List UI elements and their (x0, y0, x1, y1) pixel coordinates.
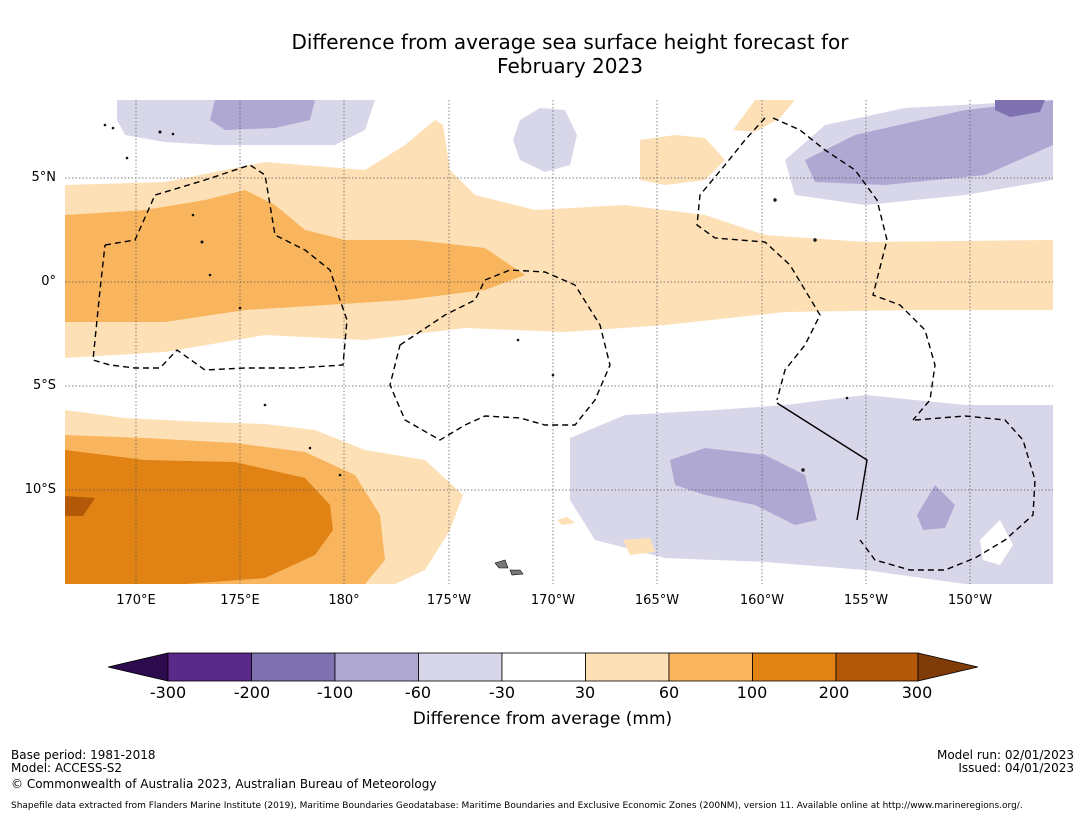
map-panel (65, 100, 1053, 584)
colorbar-tick: 100 (736, 683, 768, 702)
lon-label-175w: 175°W (426, 593, 472, 608)
contour-neg60-north-west (210, 100, 315, 130)
island (516, 338, 520, 342)
colorbar-tick: -30 (488, 683, 516, 702)
island (208, 273, 212, 277)
lon-label-170w: 170°W (530, 593, 576, 608)
lat-label-equator: 0° (41, 274, 56, 289)
colorbar-tick: -200 (233, 683, 271, 702)
colorbar-tick: 200 (818, 683, 850, 702)
contour-pos60-band (65, 190, 525, 322)
island (773, 198, 777, 202)
footer-left: Base period: 1981-2018 Model: ACCESS-S2 (11, 749, 156, 775)
colorbar-tick: -100 (316, 683, 354, 702)
footer-right: Model run: 02/01/2023 Issued: 04/01/2023 (937, 749, 1074, 775)
island (801, 468, 805, 472)
title-line-1: Difference from average sea surface heig… (291, 30, 849, 54)
eez-boundaries (92, 117, 1036, 571)
issued-date: Issued: 04/01/2023 (958, 761, 1074, 775)
colorbar-bin-zero (501, 652, 586, 682)
island (238, 306, 242, 310)
colorbar-bin-pos200 (835, 652, 919, 682)
chart-title: Difference from average sea surface heig… (0, 30, 1085, 78)
island (191, 213, 195, 217)
model-name: Model: ACCESS-S2 (11, 761, 123, 775)
colorbar-bin-neg200 (251, 652, 336, 682)
lon-label-160w: 160°W (739, 593, 785, 608)
island (845, 396, 849, 400)
colorbar-bin-pos30 (585, 652, 670, 682)
contour-neg30-south-east (570, 395, 1053, 584)
island (813, 238, 817, 242)
colorbar-tick: -60 (404, 683, 432, 702)
contour-pos30-patch-2 (733, 100, 795, 132)
contour-neg60-south-east-2 (917, 485, 955, 530)
lat-label-5n: 5°N (31, 170, 57, 185)
model-run: Model run: 02/01/2023 (936, 748, 1074, 762)
contour-neg60-south-east-1 (670, 448, 817, 525)
island-samoa-1 (494, 559, 509, 569)
colorbar-bin-pos60 (668, 652, 753, 682)
contour-neg100-north-east (995, 100, 1045, 117)
colorbar-tick: 300 (901, 683, 933, 702)
lon-label-175e: 175°E (220, 593, 260, 608)
eez-central (389, 269, 611, 441)
colorbar-title: Difference from average (mm) (412, 709, 673, 729)
island (171, 132, 175, 136)
eez-kiribati-east (772, 117, 936, 421)
map-canvas (65, 100, 1053, 584)
eez-kiribati-east-inner (696, 117, 821, 401)
colorbar-bin-neg300 (167, 652, 252, 682)
island (308, 446, 312, 450)
base-period: Base period: 1981-2018 (11, 748, 156, 762)
contour-pos200-south-west (65, 496, 95, 516)
colorbar-tick: 30 (574, 683, 596, 702)
colorbar-bin-neg60 (418, 652, 503, 682)
colorbar-extend-high (917, 652, 979, 682)
copyright: © Commonwealth of Australia 2023, Austra… (11, 777, 437, 791)
contour-pos30-islet-2 (557, 517, 575, 525)
contour-neg60-north-east (805, 100, 1053, 185)
colorbar-svg (107, 652, 979, 682)
island (263, 403, 267, 407)
colorbar-bin-neg100 (334, 652, 419, 682)
shapefile-credit: Shapefile data extracted from Flanders M… (11, 801, 1023, 811)
island (125, 156, 129, 160)
graticule (65, 100, 1053, 584)
contour-pos100-south-west (65, 450, 333, 584)
island (551, 373, 555, 377)
island (111, 126, 115, 130)
island (200, 240, 204, 244)
colorbar (107, 652, 979, 686)
islands (103, 123, 849, 576)
contour-zero-south-east (980, 520, 1013, 565)
lon-label-150w: 150°W (947, 593, 993, 608)
lat-label-5s: 5°S (32, 378, 56, 393)
island-samoa-2 (509, 569, 524, 576)
lat-label-10s: 10°S (24, 482, 56, 497)
island (103, 123, 107, 127)
lon-label-165w: 165°W (634, 593, 680, 608)
colorbar-tick: -300 (149, 683, 187, 702)
colorbar-bin-pos100 (752, 652, 837, 682)
lon-label-155w: 155°W (843, 593, 889, 608)
lon-label-170e: 170°E (116, 593, 156, 608)
eez-solid-border (776, 402, 868, 521)
lon-label-180: 180° (328, 593, 360, 608)
eez-south-east (859, 415, 1036, 571)
contour-neg30-blob (513, 108, 577, 172)
eez-kiribati-west (92, 164, 348, 371)
island (158, 130, 162, 134)
contour-pos30-patch-1 (640, 135, 725, 185)
island (338, 473, 342, 477)
colorbar-extend-low (107, 652, 169, 682)
title-line-2: February 2023 (497, 54, 643, 78)
contour-pos30-islet-1 (623, 538, 655, 555)
colorbar-tick: 60 (658, 683, 680, 702)
